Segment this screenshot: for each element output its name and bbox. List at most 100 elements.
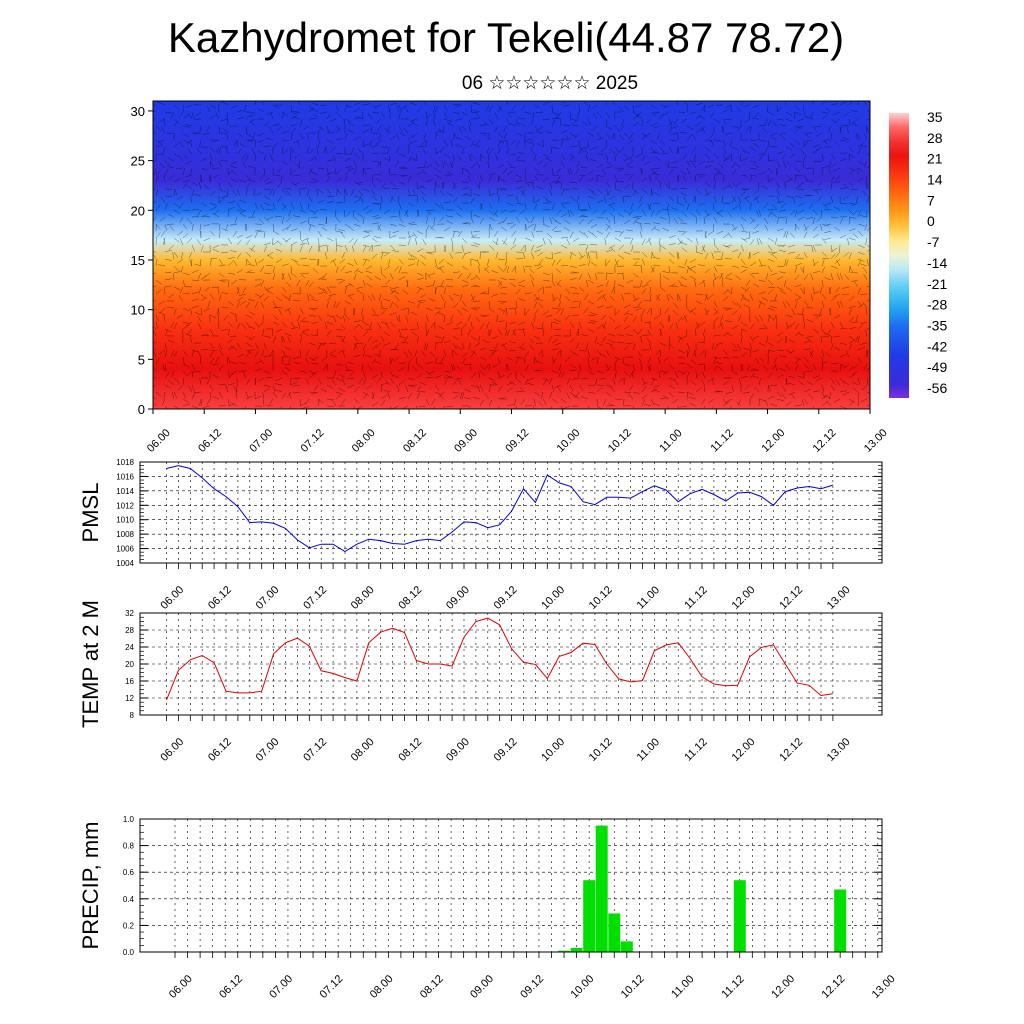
xtick-label: 07.00 — [254, 736, 282, 764]
xtick-label: 09.00 — [444, 584, 472, 612]
xtick-label: 11.12 — [682, 736, 709, 763]
ytick-label: 0.6 — [123, 868, 135, 877]
series-line — [166, 617, 833, 701]
xtick-label: 07.00 — [267, 973, 295, 1001]
colorbar-label: -21 — [927, 276, 947, 292]
ytick-label: 1008 — [116, 530, 134, 539]
ytick-label: 0.8 — [123, 842, 135, 851]
heatmap-xtick-label: 07.12 — [299, 427, 327, 455]
xtick-label: 07.12 — [318, 973, 346, 1001]
precip-panel: 0.0 0.2 0.4 0.6 0.8 1.0 06.00 06.12 07.00 07.12 08… — [78, 815, 898, 1001]
xtick-label: 13.00 — [825, 736, 853, 764]
xtick-label: 10.00 — [569, 973, 597, 1001]
heatmap-ytick-label: 15 — [131, 253, 145, 268]
ytick-label: 32 — [125, 609, 134, 618]
ytick-label: 0.2 — [123, 921, 135, 930]
heatmap-xtick-label: 06.12 — [196, 427, 224, 455]
colorbar-label: -14 — [927, 255, 947, 271]
xtick-label: 11.12 — [719, 973, 746, 1000]
xtick-label: 08.12 — [418, 973, 446, 1001]
xtick-label: 09.12 — [492, 736, 520, 764]
xtick-label: 10.12 — [587, 584, 615, 612]
xtick-label: 07.12 — [301, 584, 329, 612]
colorbar-label: 28 — [927, 130, 943, 146]
xtick-label: 08.00 — [349, 736, 377, 764]
xtick-label: 07.12 — [301, 736, 329, 764]
colorbar-label: 7 — [927, 192, 935, 208]
heatmap-xtick-label: 11.00 — [657, 427, 684, 454]
ytick-label: 1.0 — [123, 815, 135, 824]
xtick-label: 08.00 — [368, 973, 396, 1001]
ytick-label: 20 — [125, 660, 134, 669]
colorbar-legend: 35 28 21 14 7 0 -7 -14 -21 -28 -35 -42 -49 -56 — [889, 109, 947, 398]
xtick-label: 07.00 — [254, 584, 282, 612]
panel-frame — [139, 461, 883, 564]
precip-bar — [733, 880, 746, 952]
heatmap-field — [153, 101, 870, 409]
xtick-label: 11.00 — [669, 973, 696, 1000]
xtick-label: 10.00 — [539, 736, 567, 764]
temp-panel: 8 12 16 20 24 28 32 06.00 06.12 07.00 07.12 08.00 08… — [78, 600, 883, 764]
xtick-label: 11.00 — [635, 584, 662, 611]
xtick-label: 06.12 — [206, 736, 234, 764]
xtick-label: 06.00 — [158, 584, 186, 612]
xtick-label: 12.12 — [777, 584, 805, 612]
heatmap-xtick-label: 11.12 — [709, 427, 736, 454]
precip-bar — [608, 913, 621, 952]
colorbar-label: -56 — [927, 380, 947, 396]
xtick-label: 06.00 — [167, 973, 195, 1001]
ytick-label: 12 — [125, 694, 134, 703]
precip-bar — [595, 825, 608, 952]
heatmap-xtick-label: 13.00 — [862, 427, 890, 455]
xtick-label: 12.00 — [769, 973, 797, 1001]
colorbar-label: -7 — [927, 234, 940, 250]
ytick-label: 1018 — [116, 458, 134, 467]
wind-barbs — [153, 101, 870, 409]
xtick-label: 08.00 — [349, 584, 377, 612]
heatmap-ytick-label: 5 — [138, 352, 145, 367]
heatmap-ytick-label: 0 — [138, 402, 145, 417]
y-axis-label: PMSL — [78, 483, 103, 543]
heatmap-xtick-label: 12.12 — [811, 427, 839, 455]
ytick-label: 0.4 — [123, 895, 135, 904]
ytick-label: 24 — [125, 643, 134, 652]
heatmap-xtick-label: 10.00 — [555, 427, 583, 455]
heatmap-xtick-label: 12.00 — [759, 427, 787, 455]
precip-bar — [558, 950, 570, 952]
ytick-label: 8 — [130, 711, 135, 720]
precip-bar — [583, 880, 596, 952]
ytick-label: 1014 — [116, 487, 134, 496]
series-line — [166, 465, 834, 553]
pmsl-panel: 1004 1006 1008 1010 1012 1014 1016 1018 06.00 06.… — [78, 458, 883, 612]
xtick-label: 06.12 — [206, 584, 234, 612]
heatmap-xtick-label: 06.00 — [145, 427, 173, 455]
heatmap-xtick-label: 08.00 — [350, 427, 378, 455]
colorbar-label: 0 — [927, 213, 935, 229]
xtick-label: 06.12 — [217, 973, 245, 1001]
heatmap-xtick-label: 10.12 — [606, 427, 634, 455]
xtick-label: 12.12 — [777, 736, 805, 764]
xtick-label: 10.00 — [539, 584, 567, 612]
heatmap-xtick-label: 07.00 — [247, 427, 275, 455]
heatmap-xtick-label: 08.12 — [401, 427, 429, 455]
ytick-label: 1010 — [116, 516, 134, 525]
heatmap-ytick-label: 25 — [131, 154, 145, 169]
panel-frame — [139, 818, 883, 953]
xtick-label: 12.00 — [730, 584, 758, 612]
temperature-heatmap: 0 5 10 15 20 25 30 06.00 06.12 07.00 07.12 08.00 08.… — [131, 100, 890, 455]
y-axis-label: PRECIP, mm — [78, 822, 103, 950]
ytick-label: 1004 — [116, 559, 134, 568]
colorbar-bar — [889, 113, 909, 398]
xtick-label: 11.00 — [635, 736, 662, 763]
ytick-label: 1012 — [116, 501, 134, 510]
heatmap-ytick-label: 30 — [131, 104, 145, 119]
heatmap-ytick-label: 10 — [131, 303, 145, 318]
xtick-label: 06.00 — [158, 736, 186, 764]
xtick-label: 12.00 — [730, 736, 758, 764]
y-axis-label: TEMP at 2 M — [78, 600, 103, 728]
xtick-label: 11.12 — [682, 584, 709, 611]
chart-title: Kazhydromet for Tekeli(44.87 78.72) — [167, 14, 845, 61]
ytick-label: 1006 — [116, 545, 134, 554]
colorbar-label: 35 — [927, 109, 943, 125]
